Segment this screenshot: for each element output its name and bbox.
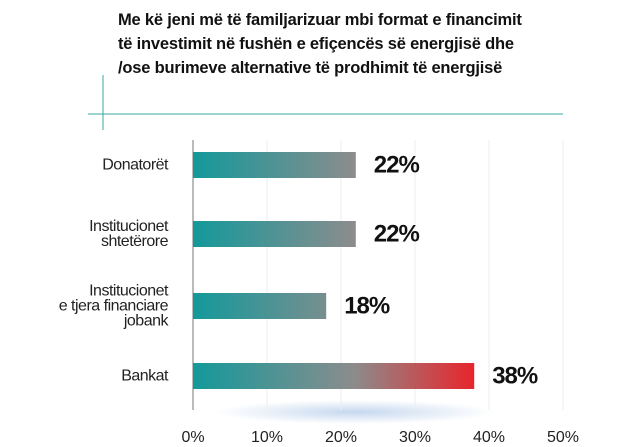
chart-title: Me kë jeni më të familjarizuar mbi forma… xyxy=(118,11,522,77)
category-label: Bankat xyxy=(121,367,168,385)
bar xyxy=(193,293,327,319)
category-label: Institucionet shtetërore xyxy=(89,218,168,250)
bar xyxy=(193,363,475,389)
category-label: Donatorët xyxy=(102,156,168,174)
glow xyxy=(215,400,495,424)
value-label: 38% xyxy=(492,362,538,389)
x-tick-label: 50% xyxy=(547,429,579,446)
value-label: 22% xyxy=(374,151,420,178)
value-label: 22% xyxy=(374,220,420,247)
x-tick-label: 10% xyxy=(251,429,283,446)
bar xyxy=(193,221,356,247)
x-tick-label: 20% xyxy=(325,429,357,446)
x-tick-label: 30% xyxy=(399,429,431,446)
category-label: Institucionet e tjera financiare jobank xyxy=(58,282,169,330)
bar xyxy=(193,152,356,178)
value-label: 18% xyxy=(344,292,390,319)
x-tick-label: 0% xyxy=(181,429,204,446)
x-tick-label: 40% xyxy=(473,429,505,446)
